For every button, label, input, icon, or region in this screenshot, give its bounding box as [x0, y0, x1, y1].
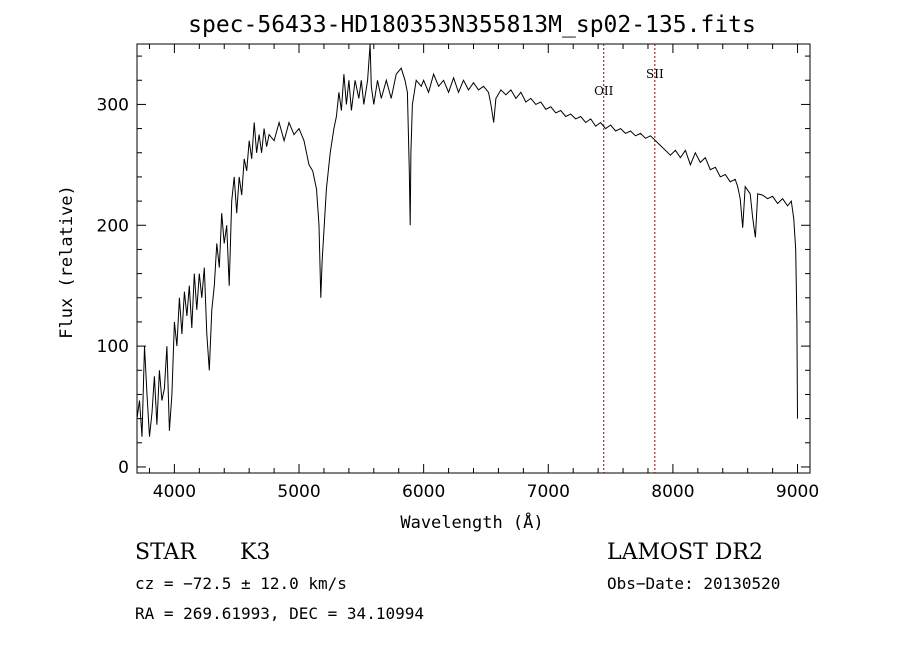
spectrum-line	[136, 43, 798, 437]
chart-title: spec-56433-HD180353N355813M_sp02-135.fit…	[188, 12, 756, 38]
obs-date: Obs−Date: 20130520	[607, 574, 780, 593]
reference-lines: OII SII	[594, 44, 664, 473]
y-axis-label: Flux (relative)	[57, 185, 77, 339]
redshift-cz: cz = −72.5 ± 12.0 km/s	[135, 574, 347, 593]
object-class: STAR	[135, 540, 197, 565]
y-tick-label: 0	[118, 458, 129, 478]
y-tick-label: 200	[97, 216, 129, 236]
axis-ticks	[137, 44, 810, 473]
y-tick-label: 100	[97, 337, 129, 357]
object-subclass: K3	[240, 540, 270, 565]
x-tick-label: 9000	[776, 482, 819, 502]
axis-tick-labels: 4000 5000 6000 7000 8000 9000 0 100 200 300	[97, 95, 820, 502]
survey-name: LAMOST DR2	[607, 540, 763, 565]
x-axis-label: Wavelength (Å)	[400, 511, 543, 533]
plot-frame	[136, 43, 811, 474]
x-tick-label: 6000	[402, 482, 445, 502]
x-tick-label: 5000	[277, 482, 320, 502]
reference-label-sii: SII	[646, 67, 664, 81]
x-tick-label: 8000	[651, 482, 694, 502]
reference-label-oii: OII	[594, 84, 614, 98]
x-tick-label: 7000	[527, 482, 570, 502]
y-tick-label: 300	[97, 95, 129, 115]
coordinates: RA = 269.61993, DEC = 34.10994	[135, 604, 424, 623]
x-tick-label: 4000	[153, 482, 196, 502]
